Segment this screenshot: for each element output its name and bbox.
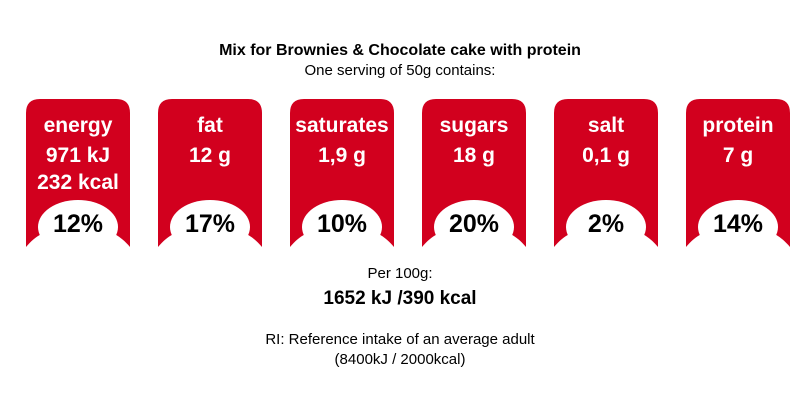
badge-label: fat (197, 114, 223, 137)
badge-shape (554, 99, 658, 254)
badge-value: 1,9 g (318, 144, 366, 167)
per-100g-label: Per 100g: (367, 265, 433, 282)
badge-value: 0,1 g (582, 144, 630, 167)
per-100g-value: 1652 kJ /390 kcal (323, 288, 477, 309)
badge-fat: fat 12 g 17% (156, 97, 264, 257)
badge-value-secondary: 232 kcal (37, 171, 119, 194)
ri-note: RI: Reference intake of an average adult (265, 331, 535, 348)
badge-percent: 20% (448, 210, 500, 238)
nutrition-badges: energy 971 kJ 232 kcal 12% fat 12 g 17% … (24, 97, 792, 257)
badge-percent: 17% (184, 210, 236, 238)
badge-label: energy (43, 114, 113, 137)
badge-label: salt (587, 114, 625, 137)
badge-value: 7 g (722, 144, 754, 167)
badge-shape (158, 99, 262, 254)
badge-shape (26, 99, 130, 254)
badge-salt: salt 0,1 g 2% (552, 97, 660, 257)
badge-percent: 12% (52, 210, 104, 238)
product-title: Mix for Brownies & Chocolate cake with p… (219, 42, 581, 59)
badge-shape (422, 99, 526, 254)
ri-values: (8400kJ / 2000kcal) (334, 351, 466, 368)
badge-sugars: sugars 18 g 20% (420, 97, 528, 257)
badge-percent: 10% (316, 210, 368, 238)
badge-energy: energy 971 kJ 232 kcal 12% (24, 97, 132, 257)
badge-value: 18 g (452, 144, 496, 167)
badge-label: protein (702, 114, 774, 137)
badge-protein: protein 7 g 14% (684, 97, 792, 257)
badge-percent: 2% (587, 210, 625, 238)
badge-label: saturates (295, 114, 389, 137)
badge-value: 971 kJ (45, 144, 111, 167)
badge-shape (686, 99, 790, 254)
badge-shape (290, 99, 394, 254)
badge-value: 12 g (188, 144, 232, 167)
badge-percent: 14% (712, 210, 764, 238)
badge-saturates: saturates 1,9 g 10% (288, 97, 396, 257)
badge-label: sugars (439, 114, 509, 137)
serving-subtitle: One serving of 50g contains: (304, 62, 496, 79)
